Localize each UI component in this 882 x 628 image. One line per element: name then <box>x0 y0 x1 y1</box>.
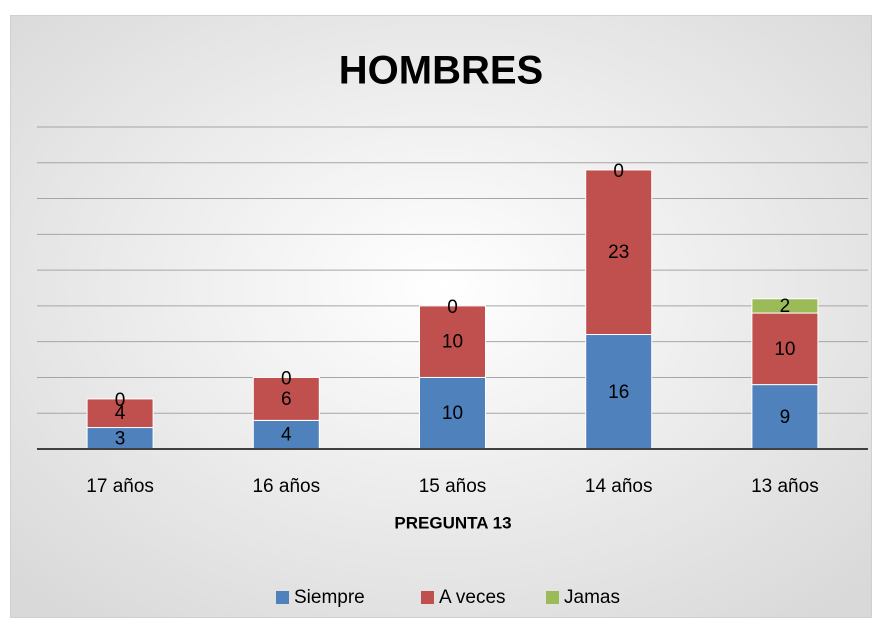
bar-segment <box>86 398 154 429</box>
data-label: 10 <box>774 339 795 360</box>
bar-segment <box>585 334 653 450</box>
data-label: 0 <box>613 161 624 182</box>
bar-segment <box>751 298 819 314</box>
data-label: 23 <box>608 242 629 263</box>
data-label: 16 <box>608 382 629 403</box>
data-label: 10 <box>442 332 463 353</box>
legend-swatch <box>421 591 434 604</box>
legend-label: Siempre <box>294 587 365 608</box>
x-tick-label: 15 años <box>419 476 487 497</box>
legend-label: Jamas <box>564 587 620 608</box>
data-label: 9 <box>780 407 791 428</box>
x-tick-label: 13 años <box>751 476 819 497</box>
data-label: 0 <box>447 297 458 318</box>
bar-segment <box>419 305 486 378</box>
bar-segment <box>585 169 653 336</box>
bar-segment <box>419 376 486 450</box>
x-tick-label: 14 años <box>585 476 653 497</box>
data-label: 0 <box>115 390 126 411</box>
data-label: 6 <box>281 389 292 410</box>
legend-swatch <box>276 591 289 604</box>
legend-swatch <box>546 591 559 604</box>
data-label: 3 <box>115 428 126 449</box>
data-label: 4 <box>281 425 292 446</box>
x-tick-label: 17 años <box>86 476 154 497</box>
data-label: 4 <box>115 403 126 424</box>
x-tick-label: 16 años <box>252 476 320 497</box>
chart-title: HOMBRES <box>339 49 543 93</box>
x-axis-title: PREGUNTA 13 <box>394 513 511 532</box>
bar-segment <box>252 376 320 421</box>
bar-segment <box>751 384 819 450</box>
data-label: 0 <box>281 368 292 389</box>
data-label: 2 <box>780 296 791 317</box>
data-label: 10 <box>442 403 463 424</box>
legend-label: A veces <box>439 587 506 608</box>
